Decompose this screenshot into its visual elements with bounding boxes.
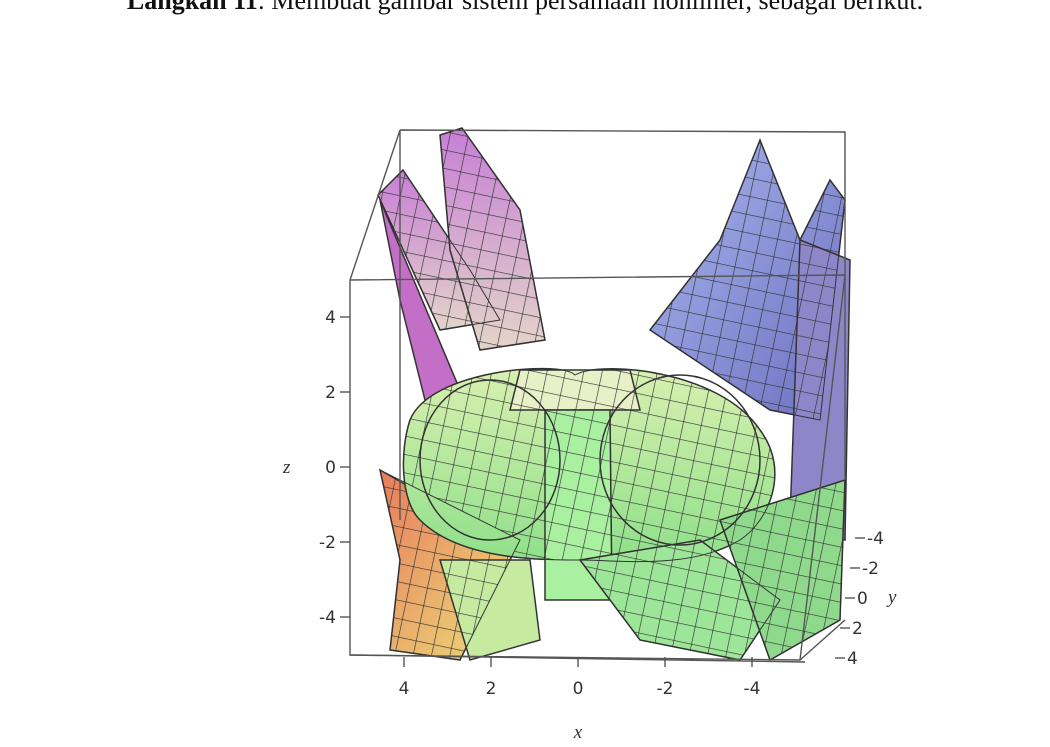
y-tick-label: -4: [867, 529, 884, 549]
z-tick-label: -2: [319, 533, 336, 553]
y-tick-label: 4: [847, 649, 858, 669]
x-tick-label: 0: [573, 679, 584, 699]
x-tick-label: 2: [486, 679, 497, 699]
y-tick-label: 2: [852, 619, 863, 639]
step-label: Langkah 11: [126, 0, 258, 15]
y-tick-label: 0: [857, 589, 868, 609]
z-tick-label: 2: [325, 383, 336, 403]
x-tick-label: -2: [657, 679, 674, 699]
x-tick-label: -4: [744, 679, 761, 699]
z-tick-label: 4: [325, 308, 336, 328]
x-tick-label: 4: [399, 679, 410, 699]
z-axis-label: z: [282, 457, 291, 478]
surface: [377, 127, 851, 662]
y-tick-label: -2: [862, 559, 879, 579]
heading: Langkah 11: Membuat gambar sistem persam…: [0, 0, 1050, 16]
x-axis-label: x: [573, 722, 583, 743]
y-axis-label: y: [886, 587, 897, 608]
z-tick-label: 0: [325, 458, 336, 478]
step-text: : Membuat gambar sistem persamaan nonlin…: [257, 0, 924, 15]
z-tick-label: -4: [319, 608, 336, 628]
